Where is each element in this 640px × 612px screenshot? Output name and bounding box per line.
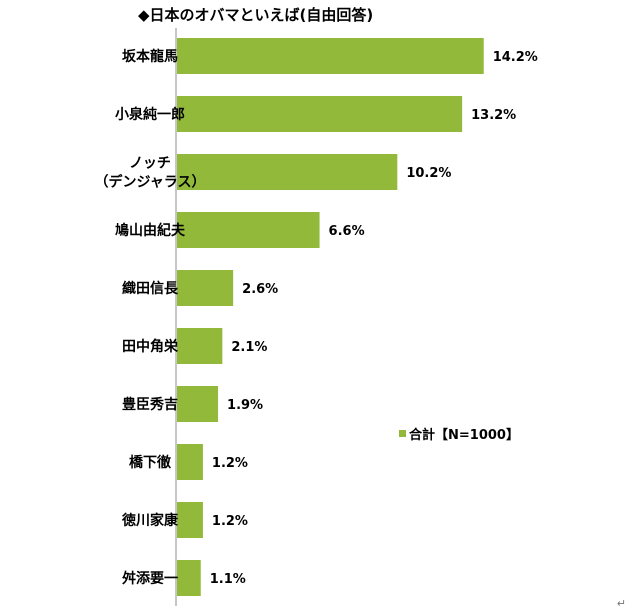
bar [177,502,203,538]
bar [177,444,203,480]
data-label: 6.6% [329,224,365,239]
legend: 合計【N=1000】 [399,424,519,443]
data-label: 13.2% [471,108,516,123]
chart-title: ◆日本のオバマといえば(自由回答) [138,6,374,24]
bar [177,270,234,306]
category-label: 徳川家康 [121,512,179,529]
bar [177,212,320,248]
bar [177,96,463,132]
data-label: 1.1% [210,572,246,587]
category-label: 鳩山由紀夫 [115,222,186,239]
category-label: 豊臣秀吉 [122,396,178,413]
data-label: 1.2% [212,456,248,471]
category-label: 橋下徹 [129,454,172,471]
legend-label: 合計【N=1000】 [409,428,519,443]
data-label: 1.9% [227,398,263,413]
data-label: 10.2% [406,166,451,181]
category-label: 織田信長 [122,280,179,297]
category-label: 坂本龍馬 [122,48,178,65]
data-label: 14.2% [493,50,538,65]
category-label: 小泉純一郎 [115,106,185,123]
bar [177,154,398,190]
category-label: （デンジャラス） [94,174,205,191]
category-label: 田中角栄 [122,338,179,355]
bar [177,560,201,596]
category-label: ノッチ [129,156,171,172]
bar [177,328,223,364]
paragraph-mark: ↵ [616,597,626,610]
bar [177,386,219,422]
bar [177,38,484,74]
data-label: 1.2% [212,514,248,529]
data-label: 2.6% [242,282,278,297]
data-label: 2.1% [231,340,267,355]
legend-swatch [399,430,406,437]
category-label: 舛添要一 [122,570,178,587]
